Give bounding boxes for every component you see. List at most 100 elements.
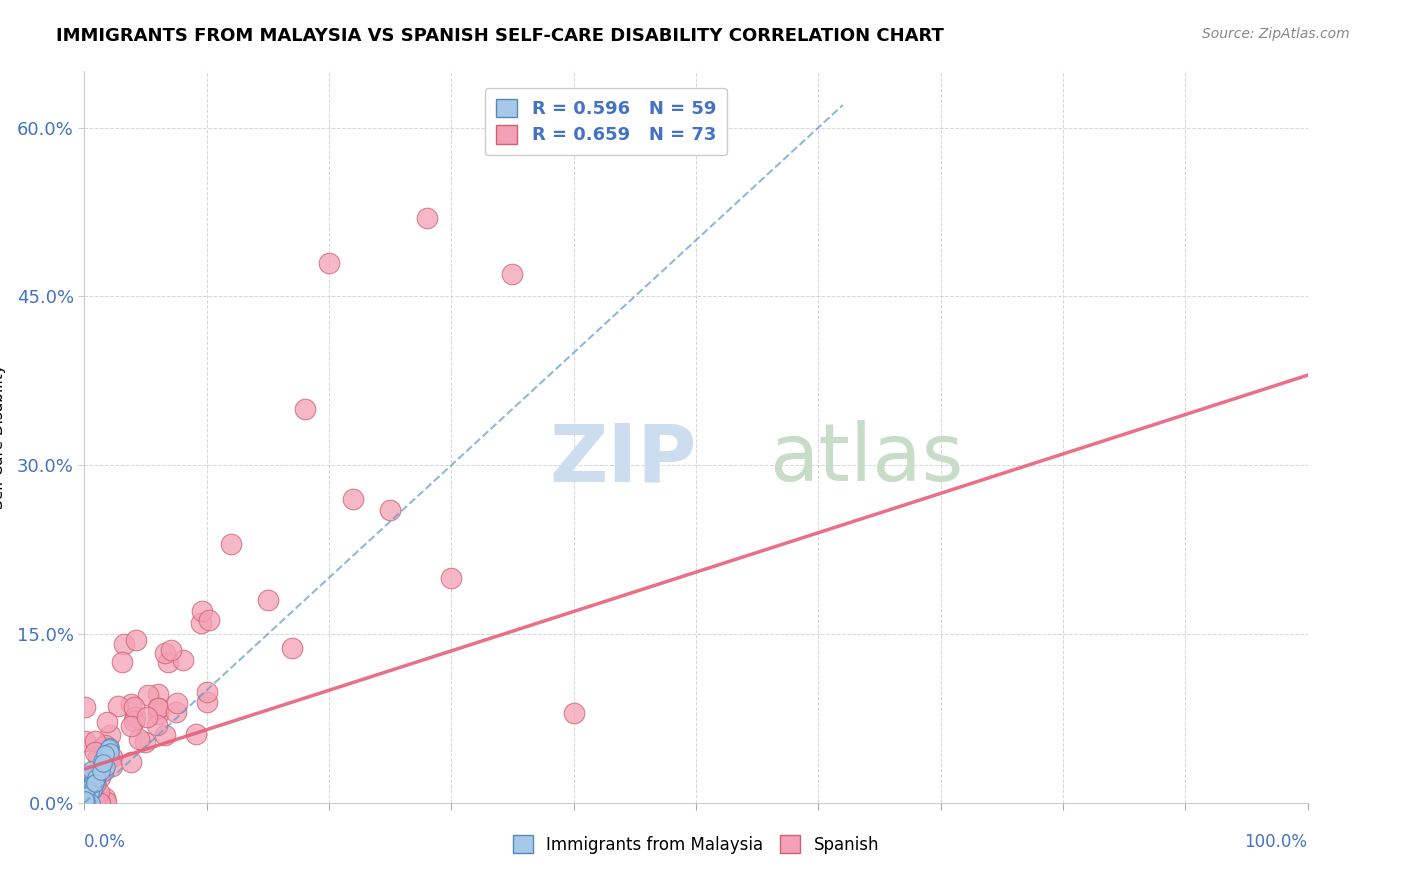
Point [93, 764, 115, 779]
Point [79, 788, 101, 802]
Point [82, 772, 104, 787]
Point [77, 781, 100, 796]
Point [77, 783, 100, 797]
Point [75, 795, 97, 809]
Point [91, 756, 114, 770]
Point [76, 789, 98, 804]
Point [342, 491, 364, 506]
Point [562, 706, 585, 720]
Point [121, 697, 143, 711]
Point [75, 796, 97, 810]
Point [416, 211, 439, 225]
Point [122, 714, 145, 729]
Point [73, 790, 96, 805]
Point [101, 750, 124, 764]
Point [219, 537, 242, 551]
Point [84, 775, 107, 789]
Point [257, 593, 280, 607]
Point [160, 642, 183, 657]
Point [79, 783, 101, 797]
Point [75, 792, 97, 806]
Point [89, 796, 111, 810]
Point [136, 710, 159, 724]
Point [107, 699, 129, 714]
Point [87, 765, 110, 780]
Point [80, 777, 103, 791]
Point [148, 701, 170, 715]
Point [76, 795, 98, 809]
Point [93, 739, 115, 754]
Point [73, 796, 96, 810]
Point [80, 784, 103, 798]
Point [94, 747, 117, 761]
Point [73, 796, 96, 810]
Point [97, 740, 120, 755]
Point [96, 746, 118, 760]
Point [76, 793, 98, 807]
Text: ZIP: ZIP [550, 420, 696, 498]
Point [84, 796, 107, 810]
Y-axis label: Self-Care Disability: Self-Care Disability [0, 365, 6, 509]
Point [120, 719, 142, 733]
Point [76, 796, 98, 810]
Point [80, 785, 103, 799]
Point [98, 740, 121, 755]
Point [76, 791, 98, 805]
Point [75, 700, 97, 714]
Point [198, 613, 221, 627]
Point [94, 796, 117, 810]
Point [83, 777, 105, 791]
Point [80, 796, 103, 810]
Point [502, 267, 524, 281]
Point [80, 764, 103, 778]
Point [156, 655, 179, 669]
Point [120, 755, 142, 769]
Point [94, 791, 117, 805]
Point [90, 764, 112, 778]
Point [318, 255, 340, 269]
Point [148, 707, 170, 722]
Point [75, 789, 97, 803]
Point [191, 604, 214, 618]
Point [91, 759, 114, 773]
Point [75, 796, 97, 810]
Point [125, 632, 148, 647]
Point [73, 792, 96, 806]
Text: 0.0%: 0.0% [84, 833, 127, 851]
Point [82, 778, 104, 792]
Point [195, 685, 218, 699]
Point [83, 772, 105, 786]
Point [440, 571, 463, 585]
Point [73, 796, 96, 810]
Point [73, 792, 96, 806]
Point [94, 738, 117, 752]
Text: Source: ZipAtlas.com: Source: ZipAtlas.com [1202, 27, 1350, 41]
Point [84, 768, 107, 782]
Point [195, 695, 218, 709]
Point [77, 768, 100, 782]
Point [134, 735, 156, 749]
Point [122, 700, 145, 714]
Legend: Immigrants from Malaysia, Spanish: Immigrants from Malaysia, Spanish [506, 829, 886, 860]
Point [75, 793, 97, 807]
Point [153, 646, 176, 660]
Point [76, 789, 98, 804]
Point [77, 772, 100, 786]
Point [111, 655, 134, 669]
Point [75, 796, 97, 810]
Point [281, 640, 304, 655]
Point [96, 760, 118, 774]
Text: 100.0%: 100.0% [1244, 833, 1308, 851]
Point [75, 784, 97, 798]
Point [166, 696, 188, 710]
Point [145, 717, 167, 731]
Point [98, 728, 121, 742]
Point [96, 715, 118, 730]
Point [86, 771, 108, 785]
Point [98, 750, 121, 764]
Point [190, 616, 212, 631]
Point [294, 401, 316, 416]
Point [76, 796, 98, 810]
Point [101, 759, 124, 773]
Point [186, 727, 208, 741]
